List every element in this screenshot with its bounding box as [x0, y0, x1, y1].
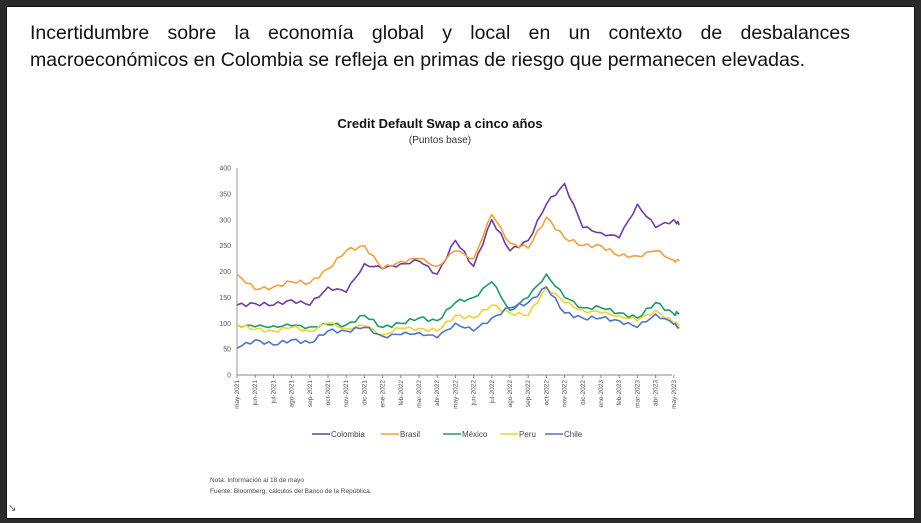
y-tick-label: 350: [219, 191, 231, 198]
series-line-brasil: [236, 213, 680, 291]
x-tick-label: nov-2022: [562, 380, 569, 407]
legend-label: Brasil: [400, 430, 420, 439]
x-tick-label: oct-2022: [543, 380, 550, 406]
legend-label: México: [462, 430, 488, 439]
x-tick-label: sep-2021: [307, 380, 314, 407]
x-tick-label: nov-2021: [343, 380, 350, 407]
x-tick-label: ago-2022: [507, 380, 514, 408]
x-tick-label: jun-2022: [471, 380, 478, 407]
y-tick-label: 0: [227, 373, 231, 380]
x-tick-label: mar-2022: [416, 380, 423, 408]
x-tick-label: jul-2021: [270, 380, 277, 405]
x-tick-label: ene-2022: [380, 380, 387, 408]
x-tick-label: may-2021: [234, 380, 241, 409]
chart-note: Nota: Información al 18 de mayo: [210, 477, 304, 484]
x-tick-label: mar-2023: [634, 380, 641, 408]
y-tick-label: 300: [219, 217, 231, 224]
x-tick-label: dic-2022: [580, 380, 587, 405]
legend-label: Chile: [564, 430, 583, 439]
x-tick-label: feb-2023: [616, 380, 623, 406]
x-tick-label: feb-2022: [398, 380, 405, 406]
y-tick-label: 150: [219, 295, 231, 302]
chart-subtitle: (Puntos base): [408, 135, 472, 146]
x-tick-label: abr-2023: [653, 380, 660, 406]
series-line-méxico: [236, 273, 680, 330]
x-tick-label: may-2022: [452, 380, 459, 409]
legend-label: Peru: [519, 430, 536, 439]
series-line-chile: [236, 286, 680, 349]
chart-title: Credit Default Swap a cinco años: [337, 116, 543, 131]
x-tick-label: jun-2021: [252, 380, 259, 407]
x-tick-label: jul-2022: [489, 380, 496, 405]
y-tick-label: 250: [219, 243, 231, 250]
series-line-colombia: [236, 182, 681, 308]
series-line-peru: [236, 286, 680, 336]
x-tick-label: sep-2022: [525, 380, 532, 407]
slide-headline: Incertidumbre sobre la economía global y…: [30, 22, 850, 71]
y-tick-label: 200: [219, 269, 231, 276]
x-tick-label: abr-2022: [434, 380, 441, 406]
legend-label: Colombia: [331, 430, 365, 439]
y-tick-label: 400: [219, 166, 231, 173]
x-tick-label: ago-2021: [289, 380, 296, 408]
x-tick-label: may-2023: [671, 380, 678, 409]
y-tick-label: 100: [219, 321, 231, 328]
mouse-cursor-icon: ↘: [8, 503, 17, 514]
x-tick-label: ene-2023: [598, 380, 605, 408]
chart-source: Fuente: Bloomberg, cálculos del Banco de…: [210, 488, 372, 495]
y-tick-label: 50: [223, 347, 231, 354]
x-tick-label: oct-2021: [325, 380, 332, 406]
x-tick-label: dic-2021: [361, 380, 368, 405]
